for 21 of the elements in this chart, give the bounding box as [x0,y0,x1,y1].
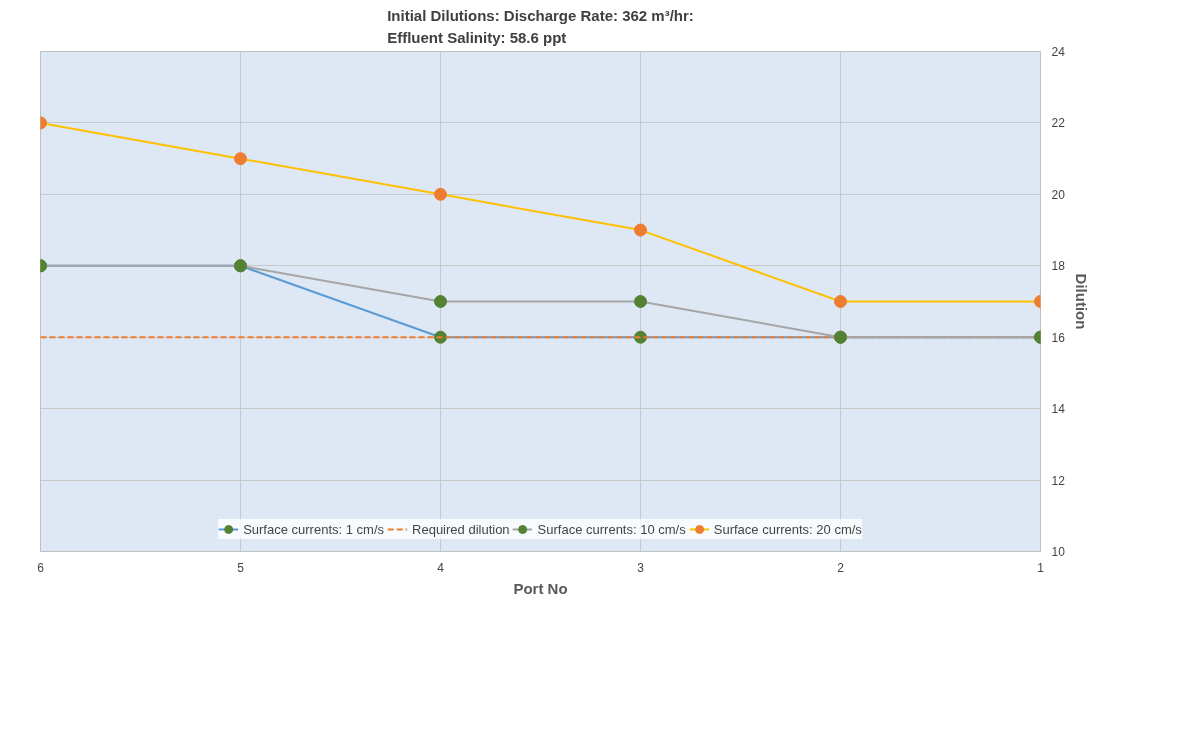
y-axis-title: Dilution [1072,273,1090,330]
x-tick-label: 2 [837,560,845,575]
x-tick-label: 5 [237,560,245,575]
y-tick-label: 14 [1051,402,1066,417]
legend-label: Surface currents: 20 cm/s [713,521,862,537]
x-tick-label: 3 [637,560,645,575]
legend-label: Required dilution [412,521,510,537]
x-tick-label: 1 [1037,560,1045,575]
x-tick-label: 6 [37,560,45,575]
y-tick-label: 18 [1051,259,1066,274]
legend-label: Surface currents: 1 cm/s [243,521,385,537]
x-axis-title: Port No [513,579,568,597]
y-tick-label: 16 [1051,330,1066,345]
y-tick-label: 20 [1051,187,1066,202]
y-tick-label: 24 [1051,45,1066,59]
y-tick-label: 22 [1051,116,1066,131]
chart-title: Initial Dilutions: Discharge Rate: 362 m³/hr: Effluent Salinity: 58.6 ppt [387,7,694,47]
x-tick-label: 4 [437,560,445,575]
legend-label: Surface currents: 10 cm/s [537,521,686,537]
y-tick-label: 12 [1051,473,1066,488]
y-tick-label: 10 [1051,545,1066,559]
